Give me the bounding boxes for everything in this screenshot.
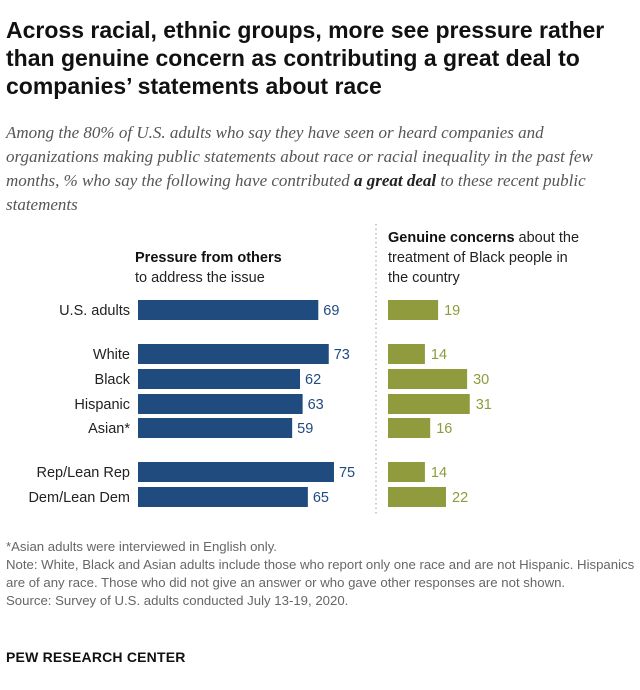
concern-value-label: 19 — [444, 303, 460, 319]
concern-value-label: 14 — [431, 347, 447, 363]
subtitle-emphasis: a great deal — [354, 171, 437, 190]
pressure-bar — [138, 487, 308, 507]
chart-notes: *Asian adults were interviewed in Englis… — [6, 538, 636, 610]
pressure-value-label: 63 — [308, 397, 324, 413]
concern-header-line2: treatment of Black people in — [388, 250, 568, 266]
category-label: U.S. adults — [59, 303, 130, 319]
concern-value-label: 16 — [436, 421, 452, 437]
source-note: Source: Survey of U.S. adults conducted … — [6, 593, 349, 608]
pressure-value-label: 59 — [297, 421, 313, 437]
pressure-value-label: 69 — [323, 303, 339, 319]
concern-value-label: 22 — [452, 490, 468, 506]
concern-bar — [388, 394, 470, 414]
asterisk-note: *Asian adults were interviewed in Englis… — [6, 539, 277, 554]
pressure-bar — [138, 300, 319, 320]
chart-subtitle: Among the 80% of U.S. adults who say the… — [6, 121, 636, 217]
category-label: Asian* — [88, 421, 130, 437]
concern-value-label: 30 — [473, 372, 489, 388]
methodology-note: Note: White, Black and Asian adults incl… — [6, 557, 635, 590]
concern-bar — [388, 487, 447, 507]
concern-bar — [388, 369, 468, 389]
concern-header-line3: the country — [388, 270, 460, 286]
pressure-header-bold: Pressure from others — [135, 250, 282, 266]
category-label: White — [93, 347, 130, 363]
concern-bar — [388, 418, 431, 438]
concern-header-rest: about the — [515, 230, 580, 246]
pressure-value-label: 65 — [313, 490, 329, 506]
concern-bar — [388, 344, 425, 364]
bar-chart: Pressure from others to address the issue… — [0, 218, 640, 523]
subtitle-suffix: to these recent public statements — [6, 171, 586, 214]
chart-title: Across racial, ethnic groups, more see p… — [6, 17, 605, 99]
pressure-bar — [138, 462, 334, 482]
category-label: Hispanic — [74, 397, 130, 413]
pressure-value-label: 75 — [339, 465, 355, 481]
subtitle-text: Among the 80% of U.S. adults who say the… — [6, 123, 593, 190]
category-label: Black — [95, 372, 131, 388]
concern-header-bold: Genuine concerns — [388, 230, 515, 246]
pressure-header-rest: to address the issue — [135, 270, 265, 286]
concern-bar — [388, 462, 425, 482]
pressure-value-label: 62 — [305, 372, 321, 388]
concern-value-label: 14 — [431, 465, 447, 481]
concern-value-label: 31 — [476, 397, 492, 413]
pressure-bar — [138, 369, 301, 389]
category-label: Rep/Lean Rep — [36, 465, 130, 481]
pew-logo: PEW RESEARCH CENTER — [6, 649, 186, 665]
concern-header-line1: Genuine concerns about the — [388, 230, 579, 246]
pressure-bar — [138, 418, 293, 438]
pressure-value-label: 73 — [334, 347, 350, 363]
pressure-bar — [138, 394, 303, 414]
concern-bar — [388, 300, 439, 320]
category-label: Dem/Lean Dem — [28, 490, 130, 506]
pressure-bar — [138, 344, 329, 364]
